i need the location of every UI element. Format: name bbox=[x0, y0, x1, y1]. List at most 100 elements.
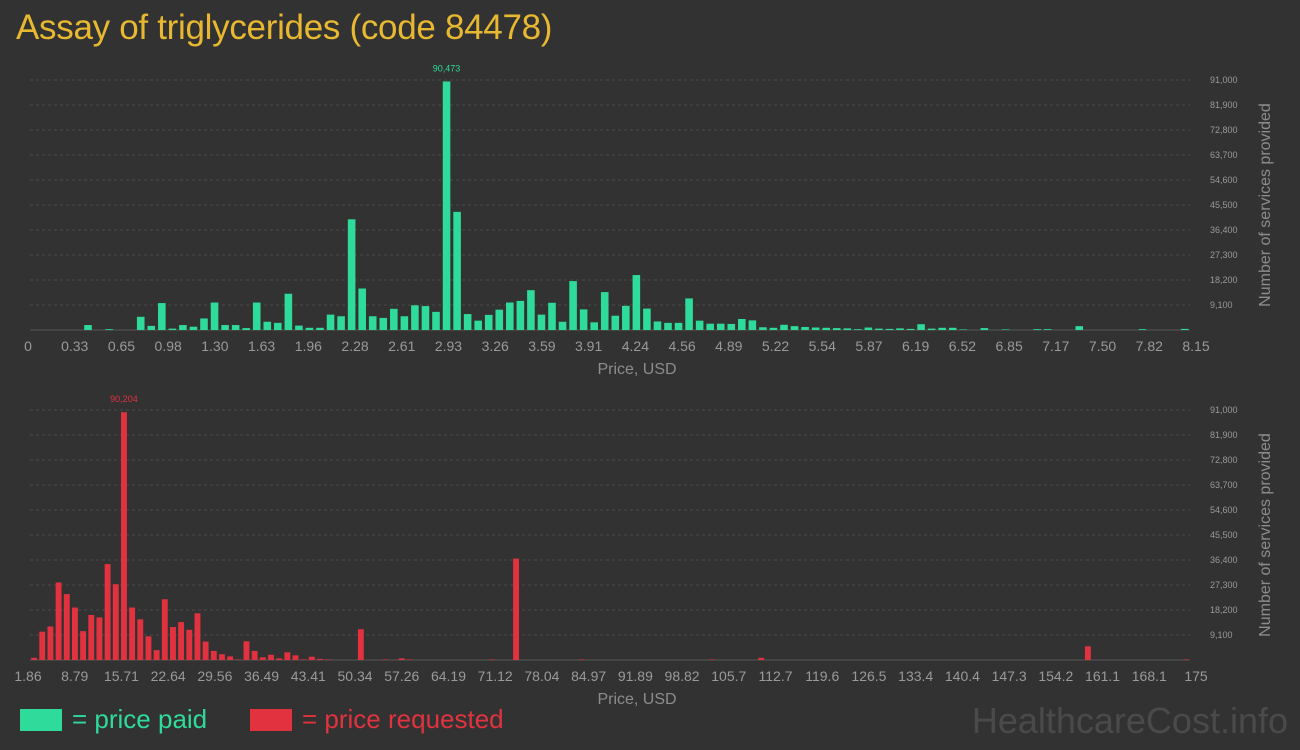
x-tick-label: 84.97 bbox=[571, 668, 606, 684]
bar-paid bbox=[411, 305, 419, 330]
x-tick-label: 36.49 bbox=[244, 668, 279, 684]
bar-paid bbox=[822, 327, 830, 330]
bar-paid bbox=[516, 300, 525, 330]
bar-requested bbox=[235, 659, 242, 660]
bar-paid bbox=[811, 327, 820, 330]
bar-paid bbox=[906, 328, 915, 330]
bar-paid bbox=[695, 320, 704, 330]
bar-paid bbox=[400, 316, 409, 330]
x-tick-label: 4.89 bbox=[715, 338, 742, 354]
bar-paid bbox=[168, 328, 177, 330]
bar-paid bbox=[1138, 329, 1147, 330]
bar-paid bbox=[716, 323, 725, 330]
legend-label-paid: = price paid bbox=[72, 704, 208, 734]
bar-paid bbox=[368, 316, 377, 330]
bar-requested bbox=[47, 626, 54, 660]
bar-paid bbox=[1033, 329, 1041, 330]
y-tick-label: 81,900 bbox=[1210, 430, 1238, 440]
x-tick-label: 91.89 bbox=[618, 668, 653, 684]
x-tick-label: 0 bbox=[24, 338, 32, 354]
bar-paid bbox=[179, 325, 187, 330]
y-axis-title: Number of services provided bbox=[1257, 433, 1274, 637]
bar-paid bbox=[885, 328, 894, 330]
x-tick-label: 126.5 bbox=[851, 668, 886, 684]
bar-paid bbox=[980, 328, 989, 330]
bar-paid bbox=[1075, 326, 1084, 330]
bar-paid bbox=[295, 325, 303, 330]
bar-requested bbox=[219, 654, 225, 660]
bar-requested bbox=[39, 631, 46, 660]
bar-requested bbox=[382, 659, 389, 660]
bar-requested bbox=[170, 627, 176, 660]
bar-paid bbox=[337, 316, 345, 330]
y-tick-label: 36,400 bbox=[1210, 225, 1238, 235]
bar-paid bbox=[221, 325, 229, 330]
x-tick-label: 168.1 bbox=[1132, 668, 1167, 684]
x-tick-label: 6.19 bbox=[902, 338, 929, 354]
bar-requested bbox=[121, 412, 127, 660]
bar-paid bbox=[347, 219, 356, 330]
bar-paid bbox=[316, 327, 324, 330]
bar-paid bbox=[305, 327, 314, 330]
bar-requested bbox=[71, 607, 78, 660]
bar-requested bbox=[202, 641, 209, 660]
bar-paid bbox=[158, 303, 166, 330]
x-tick-label: 2.28 bbox=[341, 338, 368, 354]
bar-paid bbox=[506, 302, 514, 330]
peak-value-label: 90,473 bbox=[433, 63, 461, 73]
bar-requested bbox=[210, 650, 217, 660]
bar-paid bbox=[537, 314, 546, 330]
bar-paid bbox=[527, 290, 535, 330]
legend-swatch-requested bbox=[250, 708, 292, 731]
bar-paid bbox=[864, 327, 873, 330]
bar-paid bbox=[252, 302, 261, 330]
x-tick-label: 175 bbox=[1184, 668, 1208, 684]
bar-paid bbox=[622, 305, 630, 330]
bar-paid bbox=[959, 329, 968, 330]
bar-paid bbox=[769, 327, 778, 330]
watermark: HealthcareCost.info bbox=[971, 700, 1288, 741]
bar-requested bbox=[308, 656, 315, 660]
bar-paid bbox=[548, 302, 556, 330]
bar-requested bbox=[88, 614, 95, 660]
x-tick-label: 2.93 bbox=[435, 338, 462, 354]
chart-price-paid: 9,100 18,200 27,300 36,400 45,500 54,600 63,70… bbox=[24, 63, 1274, 378]
bar-paid bbox=[1001, 329, 1010, 330]
bar-requested bbox=[137, 619, 144, 660]
bar-requested bbox=[276, 658, 283, 660]
bar-paid bbox=[421, 306, 430, 330]
bar-requested bbox=[112, 584, 119, 660]
bar-paid bbox=[917, 324, 925, 330]
bar-requested bbox=[243, 641, 250, 660]
x-tick-label: 7.82 bbox=[1136, 338, 1163, 354]
bar-requested bbox=[1182, 659, 1189, 660]
x-tick-label: 78.04 bbox=[524, 668, 559, 684]
y-tick-label: 91,000 bbox=[1210, 75, 1238, 85]
x-tick-label: 0.33 bbox=[61, 338, 88, 354]
bar-requested bbox=[227, 656, 234, 660]
bar-requested bbox=[758, 657, 765, 660]
bar-requested bbox=[317, 658, 323, 660]
bar-requested bbox=[325, 659, 332, 660]
bar-paid bbox=[611, 315, 620, 330]
x-tick-label: 3.26 bbox=[482, 338, 509, 354]
y-tick-label: 72,800 bbox=[1210, 455, 1238, 465]
y-tick-label: 27,300 bbox=[1210, 250, 1238, 260]
y-tick-label: 27,300 bbox=[1210, 580, 1238, 590]
x-tick-label: 98.82 bbox=[665, 668, 700, 684]
x-tick-label: 8.15 bbox=[1182, 338, 1209, 354]
bar-paid bbox=[379, 317, 388, 330]
bar-requested bbox=[129, 607, 136, 660]
bar-paid bbox=[432, 311, 440, 330]
bar-paid bbox=[843, 328, 852, 330]
y-tick-label: 54,600 bbox=[1210, 505, 1238, 515]
x-tick-label: 3.59 bbox=[528, 338, 555, 354]
y-tick-label: 36,400 bbox=[1210, 555, 1238, 565]
bar-requested bbox=[300, 659, 307, 660]
x-tick-label: 15.71 bbox=[104, 668, 139, 684]
bar-paid bbox=[600, 292, 609, 330]
bar-paid bbox=[147, 325, 156, 330]
bar-requested bbox=[80, 631, 87, 660]
chart-title: Assay of triglycerides (code 84478) bbox=[16, 8, 553, 47]
